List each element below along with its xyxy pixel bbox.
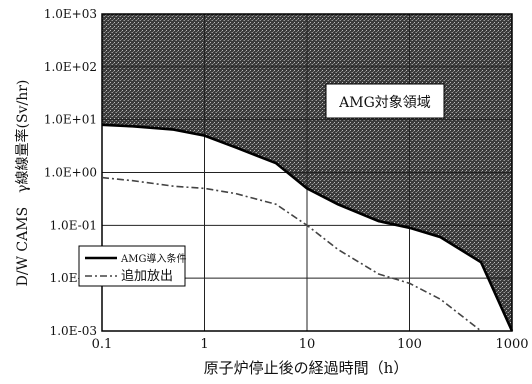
- x-tick-label: 1000: [495, 337, 528, 352]
- series-line-0: [101, 123, 514, 332]
- x-axis-label: 原子炉停止後の経過時間（h）: [204, 359, 409, 377]
- x-tick-label: 100: [397, 337, 422, 352]
- legend-label-0: AMG導入条件: [120, 252, 186, 265]
- plot-frame: [101, 13, 513, 332]
- series-line-1: [101, 176, 482, 332]
- region-label-background: [325, 83, 445, 119]
- x-tick-label: 10: [299, 337, 316, 352]
- legend: AMG導入条件 追加放出: [78, 245, 186, 287]
- x-tick-label: 1: [200, 337, 208, 352]
- y-tick-label: 1.0E+03: [44, 7, 97, 21]
- y-tick-label: 1.0E-01: [50, 218, 97, 232]
- y-tick-label: 1.0E+00: [44, 166, 97, 180]
- x-tick-label: 0.1: [92, 337, 113, 352]
- y-tick-label: 1.0E+02: [44, 60, 97, 74]
- tick-labels: 0.1 1 10 100 10001.0E-031.0E-021.0E-011.0E+0…: [44, 7, 529, 352]
- y-axis-label: D/W CAMS γ線線量率(Sv/hr): [14, 80, 31, 287]
- y-tick-label: 1.0E-03: [50, 324, 97, 338]
- region-label: AMG対象領域: [338, 94, 431, 111]
- legend-box: [78, 245, 186, 287]
- y-tick-label: 1.0E+01: [44, 113, 97, 127]
- region-label-box: AMG対象領域: [325, 83, 445, 119]
- legend-label-1: 追加放出: [121, 268, 173, 284]
- series-layer: [101, 123, 514, 332]
